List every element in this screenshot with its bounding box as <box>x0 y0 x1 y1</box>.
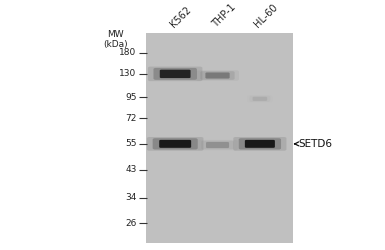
Text: HL-60: HL-60 <box>253 2 280 30</box>
Text: 43: 43 <box>125 165 137 174</box>
FancyBboxPatch shape <box>206 142 229 148</box>
FancyBboxPatch shape <box>197 140 238 150</box>
FancyBboxPatch shape <box>152 138 198 149</box>
FancyBboxPatch shape <box>239 138 281 149</box>
FancyBboxPatch shape <box>196 70 239 81</box>
Text: 55: 55 <box>125 139 137 148</box>
FancyBboxPatch shape <box>245 140 275 148</box>
FancyBboxPatch shape <box>154 68 197 80</box>
Text: 180: 180 <box>119 48 137 58</box>
Text: 95: 95 <box>125 93 137 102</box>
Text: 34: 34 <box>125 193 137 202</box>
FancyBboxPatch shape <box>253 97 267 101</box>
FancyBboxPatch shape <box>148 66 203 81</box>
FancyBboxPatch shape <box>159 140 191 148</box>
Text: THP-1: THP-1 <box>211 2 238 30</box>
Text: SETD6: SETD6 <box>295 139 332 149</box>
FancyBboxPatch shape <box>233 137 286 151</box>
FancyBboxPatch shape <box>201 141 234 149</box>
FancyBboxPatch shape <box>206 72 229 78</box>
Text: MW
(kDa): MW (kDa) <box>103 30 128 49</box>
FancyBboxPatch shape <box>249 96 270 102</box>
FancyBboxPatch shape <box>160 70 191 78</box>
Bar <box>146 33 293 243</box>
FancyBboxPatch shape <box>147 137 203 151</box>
Text: 72: 72 <box>125 114 137 123</box>
Text: K562: K562 <box>168 5 193 29</box>
FancyBboxPatch shape <box>200 71 234 80</box>
Text: 130: 130 <box>119 70 137 78</box>
Text: 26: 26 <box>125 219 137 228</box>
